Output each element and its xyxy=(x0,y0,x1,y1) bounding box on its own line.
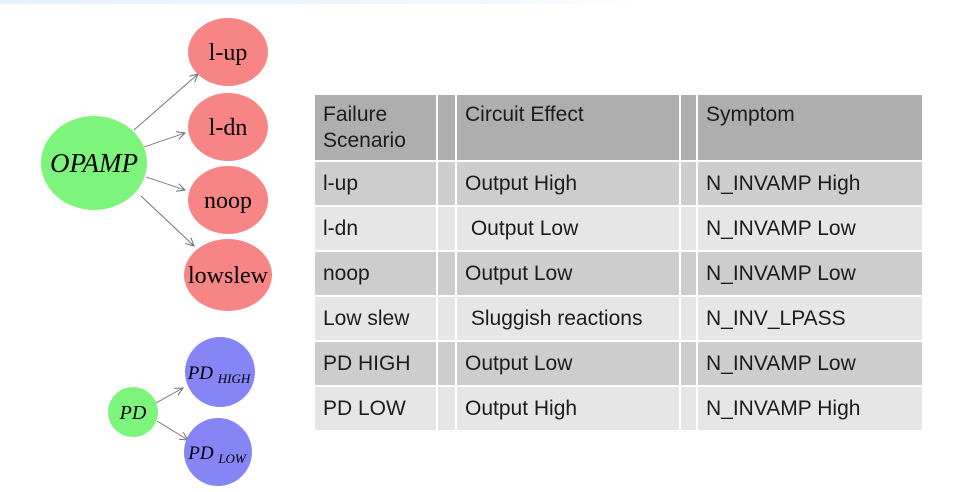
cell-scenario: l-dn xyxy=(315,207,436,250)
node-pdhigh-label-sub: HIGH xyxy=(217,371,251,386)
node-pd xyxy=(108,387,158,437)
cell-effect: Sluggish reactions xyxy=(457,297,679,340)
cell-effect: Output High xyxy=(457,387,679,430)
cell-spacer xyxy=(681,252,696,295)
table-header-row: Failure Scenario Circuit Effect Symptom xyxy=(315,95,922,160)
cell-spacer xyxy=(438,207,455,250)
cell-symptom: N_INV_LPASS xyxy=(698,297,922,340)
node-pd-label: PD xyxy=(119,402,147,424)
node-pdlow xyxy=(184,418,252,486)
spacer-column-2 xyxy=(681,95,696,160)
col-header-circuit-effect: Circuit Effect xyxy=(457,95,679,160)
cell-scenario: PD HIGH xyxy=(315,342,436,385)
edge-opamp-ldn xyxy=(143,131,187,148)
node-noop xyxy=(188,166,268,234)
cell-symptom: N_INVAMP High xyxy=(698,387,922,430)
table-row-pdhigh: PD HIGH Output Low N_INVAMP Low xyxy=(315,342,922,385)
cell-effect: Output Low xyxy=(457,252,679,295)
table-header: Failure Scenario Circuit Effect Symptom xyxy=(315,95,922,160)
cell-spacer xyxy=(438,297,455,340)
cell-spacer xyxy=(681,162,696,205)
node-ldn-label: l-dn xyxy=(209,115,248,141)
table-row-lowslew: Low slew Sluggish reactions N_INV_LPASS xyxy=(315,297,922,340)
cell-effect: Output Low xyxy=(457,342,679,385)
cell-effect: Output Low xyxy=(457,207,679,250)
node-lup xyxy=(188,18,268,86)
edge-opamp-noop xyxy=(145,176,187,192)
col-header-failure-scenario: Failure Scenario xyxy=(315,95,436,160)
fault-tree-diagram: OPAMP l-up l-dn noop lowslew PD PD HIGH … xyxy=(41,18,272,486)
cell-scenario: l-up xyxy=(315,162,436,205)
table-row-noop: noop Output Low N_INVAMP Low xyxy=(315,252,922,295)
pd-edges xyxy=(155,387,189,441)
node-noop-label: noop xyxy=(204,188,252,214)
edge-opamp-lowslew xyxy=(140,195,195,247)
node-opamp xyxy=(41,116,147,210)
edge-pd-pdhigh xyxy=(155,387,184,404)
cell-effect: Output High xyxy=(457,162,679,205)
table-body: l-up Output High N_INVAMP High l-dn Outp… xyxy=(315,162,922,430)
node-pdlow-label-sub: LOW xyxy=(217,451,247,466)
cell-scenario: noop xyxy=(315,252,436,295)
spacer-column-1 xyxy=(438,95,455,160)
cell-spacer xyxy=(438,342,455,385)
cell-symptom: N_INVAMP Low xyxy=(698,207,922,250)
cell-symptom: N_INVAMP High xyxy=(698,162,922,205)
table-row-pdlow: PD LOW Output High N_INVAMP High xyxy=(315,387,922,430)
node-lowslew xyxy=(184,239,272,311)
col-header-symptom: Symptom xyxy=(698,95,922,160)
cell-scenario: Low slew xyxy=(315,297,436,340)
cell-spacer xyxy=(681,342,696,385)
node-opamp-label: OPAMP xyxy=(50,148,138,178)
cell-spacer xyxy=(438,162,455,205)
edge-pd-pdlow xyxy=(156,420,189,441)
node-ldn xyxy=(188,93,268,161)
table-row-ldn: l-dn Output Low N_INVAMP Low xyxy=(315,207,922,250)
cell-scenario: PD LOW xyxy=(315,387,436,430)
edge-opamp-lup xyxy=(133,73,199,131)
cell-spacer xyxy=(681,387,696,430)
cell-spacer xyxy=(681,207,696,250)
cell-symptom: N_INVAMP Low xyxy=(698,252,922,295)
cell-symptom: N_INVAMP Low xyxy=(698,342,922,385)
node-pdhigh xyxy=(185,337,255,407)
opamp-edges xyxy=(133,73,199,247)
node-pdlow-label: PD LOW xyxy=(187,443,247,466)
cell-spacer xyxy=(681,297,696,340)
window-edge-strip xyxy=(0,0,640,4)
failure-scenario-table: Failure Scenario Circuit Effect Symptom … xyxy=(313,93,924,432)
node-lup-label: l-up xyxy=(209,40,248,66)
cell-spacer xyxy=(438,387,455,430)
table-row-lup: l-up Output High N_INVAMP High xyxy=(315,162,922,205)
node-pdhigh-label: PD HIGH xyxy=(187,363,251,386)
node-pdhigh-label-main: PD xyxy=(187,363,214,384)
cell-spacer xyxy=(438,252,455,295)
node-pdlow-label-main: PD xyxy=(187,443,214,464)
node-lowslew-label: lowslew xyxy=(188,263,269,289)
